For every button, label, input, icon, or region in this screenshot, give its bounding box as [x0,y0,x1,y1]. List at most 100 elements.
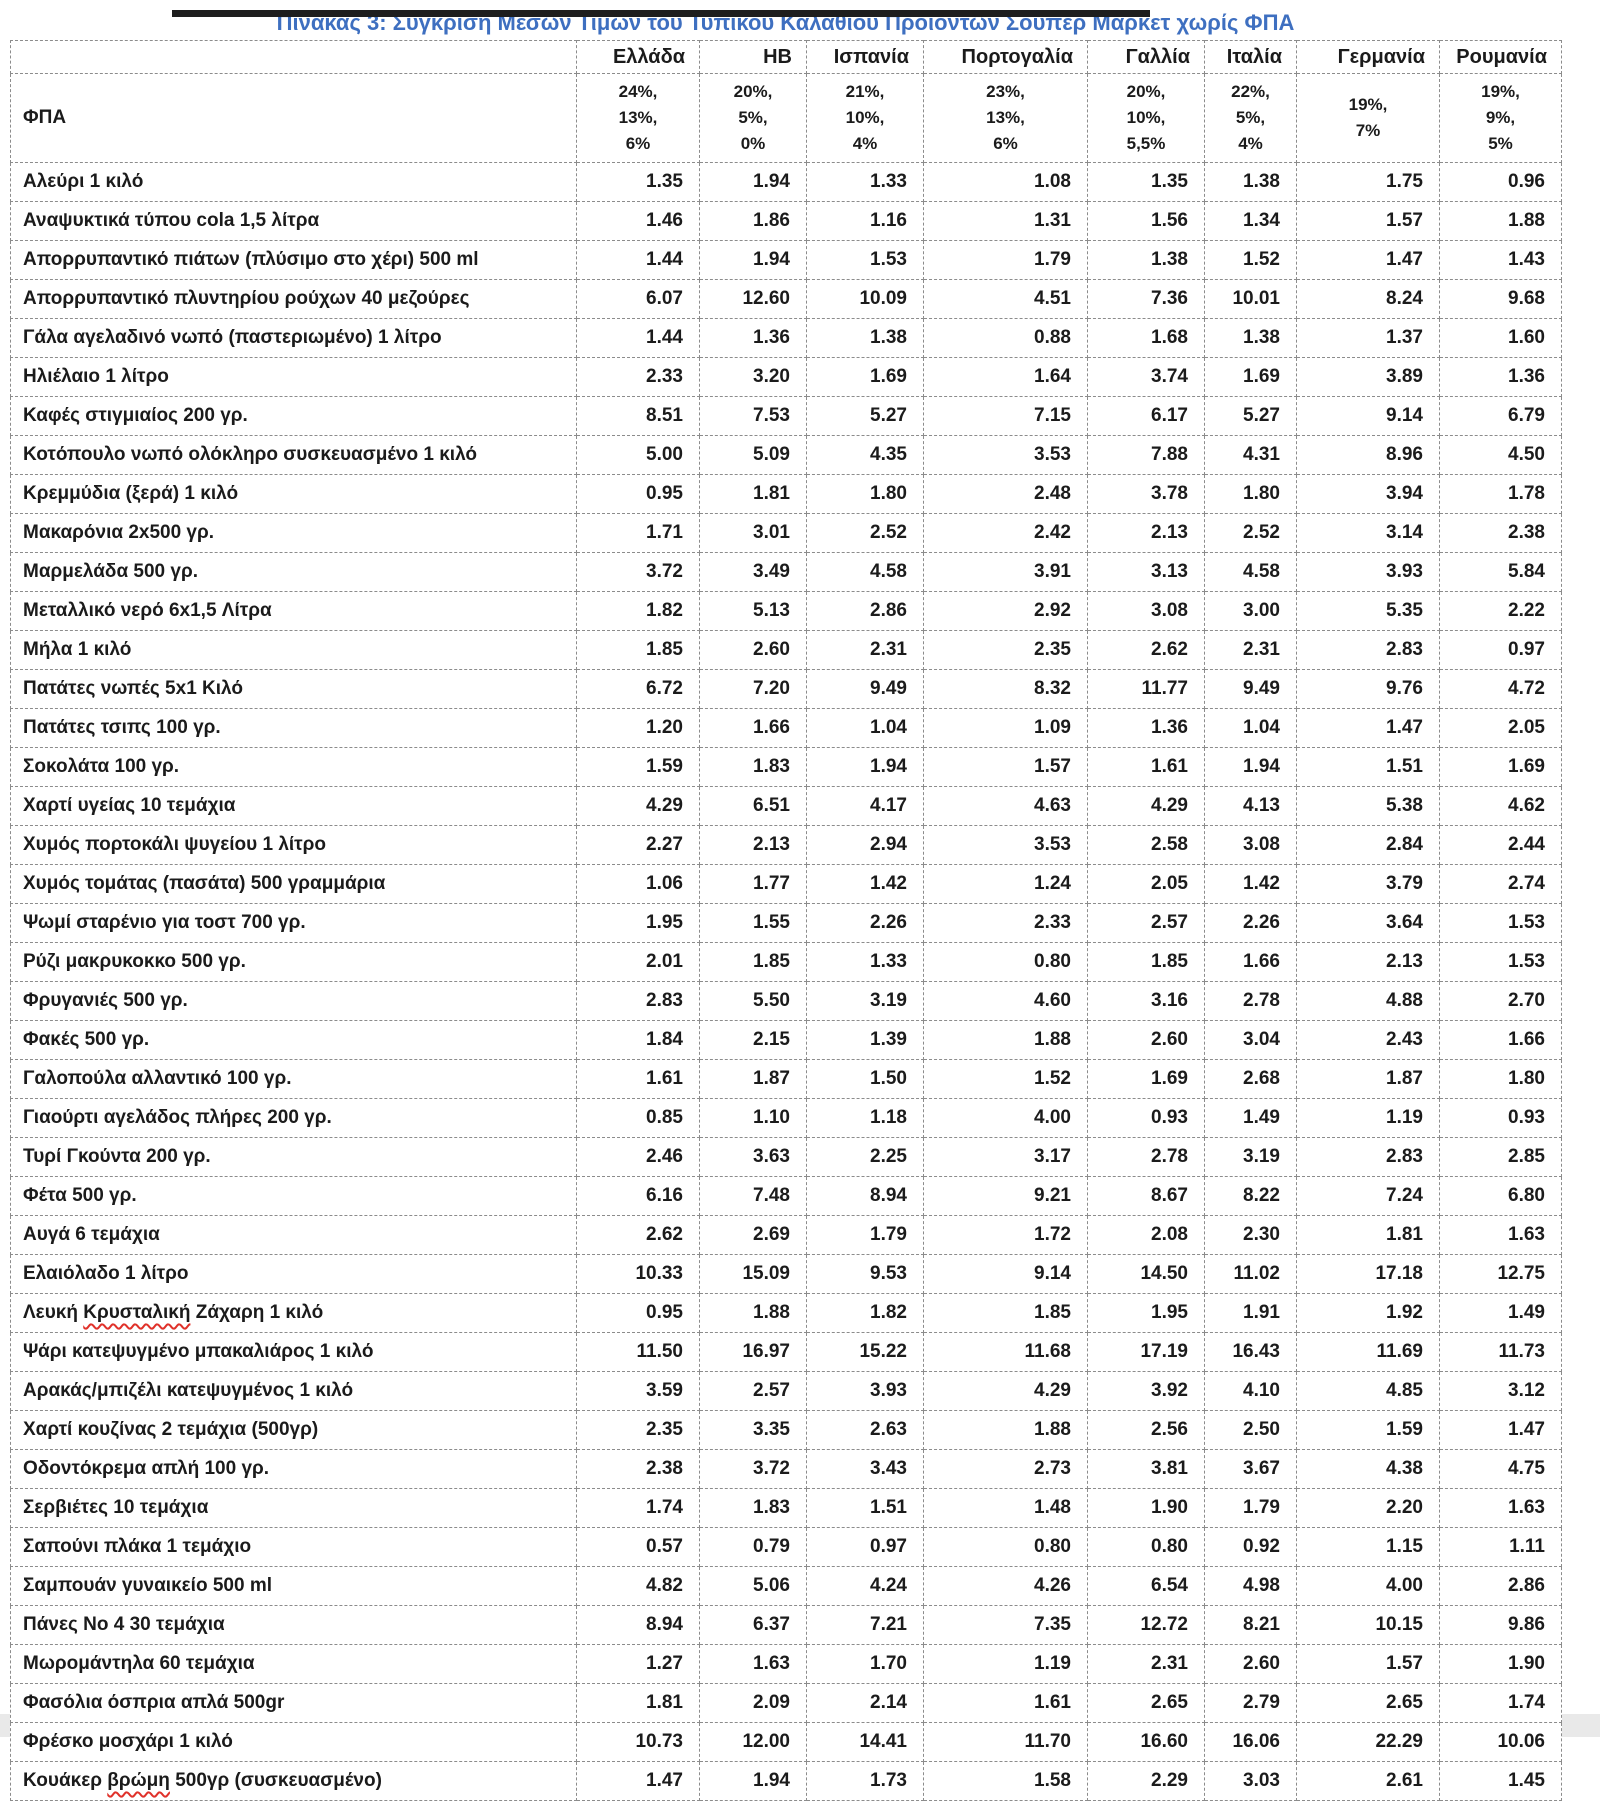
table-row: Μαρμελάδα 500 γρ. 3.72 3.49 4.58 3.91 3.13 4.5… [10,552,1562,592]
table-row: Μωρομάντηλα 60 τεμάχια 1.27 1.63 1.70 1.19 2.… [10,1644,1562,1684]
price-cell: 2.56 [1087,1410,1205,1450]
table-body: Αλεύρι 1 κιλό 1.35 1.94 1.33 1.08 1.35 1.38 1.7… [10,162,1562,1801]
price-cell: 2.30 [1204,1215,1297,1255]
product-name: Αλεύρι 1 κιλό [10,162,577,202]
price-cell: 1.38 [1204,162,1297,202]
table-row: Ψάρι κατεψυγμένο μπακαλιάρος 1 κιλό 11.50… [10,1332,1562,1372]
price-cell: 2.83 [1296,630,1440,670]
price-cell: 1.63 [699,1644,807,1684]
vat-row-label: ΦΠΑ [10,73,577,163]
table-row: Κοτόπουλο νωπό ολόκληρο συσκευασμένο 1 κ… [10,435,1562,475]
product-name: Γιαούρτι αγελάδος πλήρες 200 γρ. [10,1098,577,1138]
price-cell: 1.86 [699,201,807,241]
price-cell: 1.42 [806,864,924,904]
price-cell: 5.38 [1296,786,1440,826]
price-cell: 1.61 [576,1059,700,1099]
price-cell: 3.08 [1204,825,1297,865]
price-cell: 1.73 [806,1761,924,1801]
price-cell: 3.08 [1087,591,1205,631]
product-name: Αναψυκτικά τύπου cola 1,5 λίτρα [10,201,577,241]
product-name: Ψάρι κατεψυγμένο μπακαλιάρος 1 κιλό [10,1332,577,1372]
price-cell: 1.79 [1204,1488,1297,1528]
price-cell: 9.53 [806,1254,924,1294]
price-cell: 4.62 [1439,786,1562,826]
table-row: Μήλα 1 κιλό 1.85 2.60 2.31 2.35 2.62 2.31 2.83 0… [10,630,1562,670]
price-cell: 3.16 [1087,981,1205,1021]
price-cell: 7.35 [923,1605,1088,1645]
vat-rates-cell: 23%, 13%, 6% [923,73,1088,163]
price-cell: 16.97 [699,1332,807,1372]
price-cell: 11.69 [1296,1332,1440,1372]
price-cell: 12.60 [699,279,807,319]
price-cell: 6.72 [576,669,700,709]
price-cell: 2.63 [806,1410,924,1450]
price-cell: 0.97 [1439,630,1562,670]
price-cell: 1.57 [1296,1644,1440,1684]
price-cell: 5.00 [576,435,700,475]
price-cell: 10.33 [576,1254,700,1294]
price-cell: 0.80 [1087,1527,1205,1567]
price-cell: 2.26 [806,903,924,943]
product-name: Μωρομάντηλα 60 τεμάχια [10,1644,577,1684]
table-row: Φρέσκο μοσχάρι 1 κιλό 10.73 12.00 14.41 11.7… [10,1722,1562,1762]
price-cell: 10.09 [806,279,924,319]
product-name: Μακαρόνια 2x500 γρ. [10,513,577,553]
price-cell: 1.45 [1439,1761,1562,1801]
price-cell: 0.85 [576,1098,700,1138]
price-cell: 3.13 [1087,552,1205,592]
table-row: Χυμός τομάτας (πασάτα) 500 γραμμάρια 1.06… [10,864,1562,904]
column-header: Ρουμανία [1439,40,1562,74]
price-cell: 4.60 [923,981,1088,1021]
price-cell: 6.07 [576,279,700,319]
price-cell: 8.32 [923,669,1088,709]
price-cell: 1.85 [576,630,700,670]
product-name: Μεταλλικό νερό 6x1,5 Λίτρα [10,591,577,631]
price-cell: 4.29 [576,786,700,826]
price-cell: 1.79 [806,1215,924,1255]
product-name: Χαρτί υγείας 10 τεμάχια [10,786,577,826]
price-cell: 22.29 [1296,1722,1440,1762]
price-cell: 0.80 [923,1527,1088,1567]
price-cell: 0.57 [576,1527,700,1567]
vat-rates-cell: 20%, 10%, 5,5% [1087,73,1205,163]
table-row: Τυρί Γκούντα 200 γρ. 2.46 3.63 2.25 3.17 2.78… [10,1137,1562,1177]
price-cell: 1.48 [923,1488,1088,1528]
price-cell: 3.19 [806,981,924,1021]
price-cell: 5.06 [699,1566,807,1606]
price-cell: 3.17 [923,1137,1088,1177]
price-cell: 3.78 [1087,474,1205,514]
price-cell: 11.73 [1439,1332,1562,1372]
price-cell: 3.14 [1296,513,1440,553]
product-name: Κρεμμύδια (ξερά) 1 κιλό [10,474,577,514]
price-cell: 7.15 [923,396,1088,436]
table-row: Κουάκερ βρώμη 500γρ (συσκευασμένο) 1.47 1.… [10,1761,1562,1801]
price-cell: 4.10 [1204,1371,1297,1411]
price-cell: 8.94 [806,1176,924,1216]
column-header: ΗΒ [699,40,807,74]
price-cell: 2.57 [699,1371,807,1411]
price-cell: 1.85 [699,942,807,982]
price-cell: 16.60 [1087,1722,1205,1762]
price-cell: 1.59 [576,747,700,787]
column-header: Ελλάδα [576,40,700,74]
price-cell: 1.69 [1087,1059,1205,1099]
price-cell: 4.75 [1439,1449,1562,1489]
price-cell: 1.94 [806,747,924,787]
table-row: Πατάτες τσιπς 100 γρ. 1.20 1.66 1.04 1.09 1.3… [10,708,1562,748]
table-row: Χαρτί κουζίνας 2 τεμάχια (500γρ) 2.35 3.35… [10,1410,1562,1450]
price-cell: 1.35 [576,162,700,202]
product-name: Κοτόπουλο νωπό ολόκληρο συσκευασμένο 1 κ… [10,435,577,475]
price-cell: 1.94 [699,240,807,280]
price-cell: 14.41 [806,1722,924,1762]
price-cell: 2.60 [1087,1020,1205,1060]
price-cell: 9.21 [923,1176,1088,1216]
price-cell: 15.09 [699,1254,807,1294]
price-cell: 7.24 [1296,1176,1440,1216]
column-header: Γαλλία [1087,40,1205,74]
price-cell: 3.20 [699,357,807,397]
price-cell: 2.68 [1204,1059,1297,1099]
price-cell: 1.47 [1296,240,1440,280]
price-cell: 14.50 [1087,1254,1205,1294]
price-cell: 2.86 [1439,1566,1562,1606]
product-name: Γάλα αγελαδινό νωπό (παστεριωμένο) 1 λίτ… [10,318,577,358]
